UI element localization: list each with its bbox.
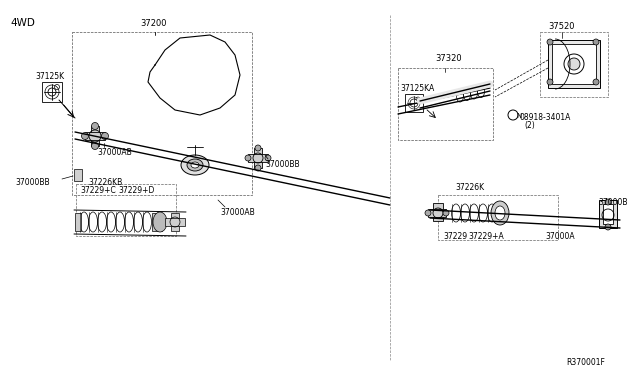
Bar (405, 94, 423, 112)
Circle shape (425, 210, 431, 216)
Text: 37125KA: 37125KA (400, 84, 435, 93)
Bar (540, 32, 608, 97)
Circle shape (255, 145, 261, 151)
Ellipse shape (191, 162, 199, 168)
Ellipse shape (495, 206, 505, 220)
Bar (433, 203, 443, 221)
Circle shape (593, 79, 599, 85)
Text: 37000AB: 37000AB (97, 148, 132, 157)
Text: 08918-3401A: 08918-3401A (520, 113, 572, 122)
Bar (171, 213, 179, 231)
Circle shape (568, 58, 580, 70)
Text: 37226K: 37226K (455, 183, 484, 192)
Bar (165, 218, 185, 226)
Text: 37125K: 37125K (35, 72, 64, 81)
Bar (552, 44, 596, 84)
Circle shape (255, 165, 261, 171)
Circle shape (443, 210, 449, 216)
Bar (254, 148, 262, 168)
Text: N: N (516, 113, 521, 119)
Bar (85, 132, 105, 140)
Circle shape (81, 132, 88, 140)
Text: 37229+D: 37229+D (118, 186, 154, 195)
Circle shape (102, 132, 109, 140)
Circle shape (547, 79, 553, 85)
Circle shape (605, 199, 611, 205)
Bar (76, 184, 176, 236)
Text: 37000B: 37000B (598, 198, 627, 207)
Text: 37000A: 37000A (545, 232, 575, 241)
Bar (248, 154, 268, 162)
Text: 4WD: 4WD (10, 18, 35, 28)
Bar (548, 40, 600, 88)
Bar (152, 213, 162, 231)
Bar (42, 82, 62, 102)
Ellipse shape (187, 159, 203, 171)
Ellipse shape (491, 201, 509, 225)
Text: 37229: 37229 (443, 232, 467, 241)
Circle shape (92, 122, 99, 129)
Circle shape (92, 142, 99, 150)
Text: 37226KB: 37226KB (88, 178, 122, 187)
Text: 37229+C: 37229+C (80, 186, 116, 195)
Bar (74, 169, 82, 181)
Circle shape (245, 155, 251, 161)
Text: 37520: 37520 (548, 22, 575, 31)
Circle shape (265, 155, 271, 161)
Ellipse shape (153, 212, 167, 232)
Text: (2): (2) (524, 121, 535, 130)
Bar (428, 209, 446, 217)
Text: 37000BB: 37000BB (265, 160, 300, 169)
Ellipse shape (181, 155, 209, 175)
Circle shape (547, 39, 553, 45)
Bar (398, 68, 493, 140)
Bar (72, 32, 252, 195)
Bar (75, 213, 81, 231)
Text: 37000BB: 37000BB (15, 178, 50, 187)
Text: 37200: 37200 (140, 19, 166, 28)
Bar (91, 126, 99, 146)
Text: R370001F: R370001F (566, 358, 605, 367)
Bar (438, 195, 558, 240)
Text: 37000AB: 37000AB (220, 208, 255, 217)
Text: 37320: 37320 (435, 54, 461, 63)
Bar (599, 200, 617, 228)
Circle shape (605, 224, 611, 230)
Text: 37229+A: 37229+A (468, 232, 504, 241)
Circle shape (593, 39, 599, 45)
Bar (603, 204, 613, 224)
